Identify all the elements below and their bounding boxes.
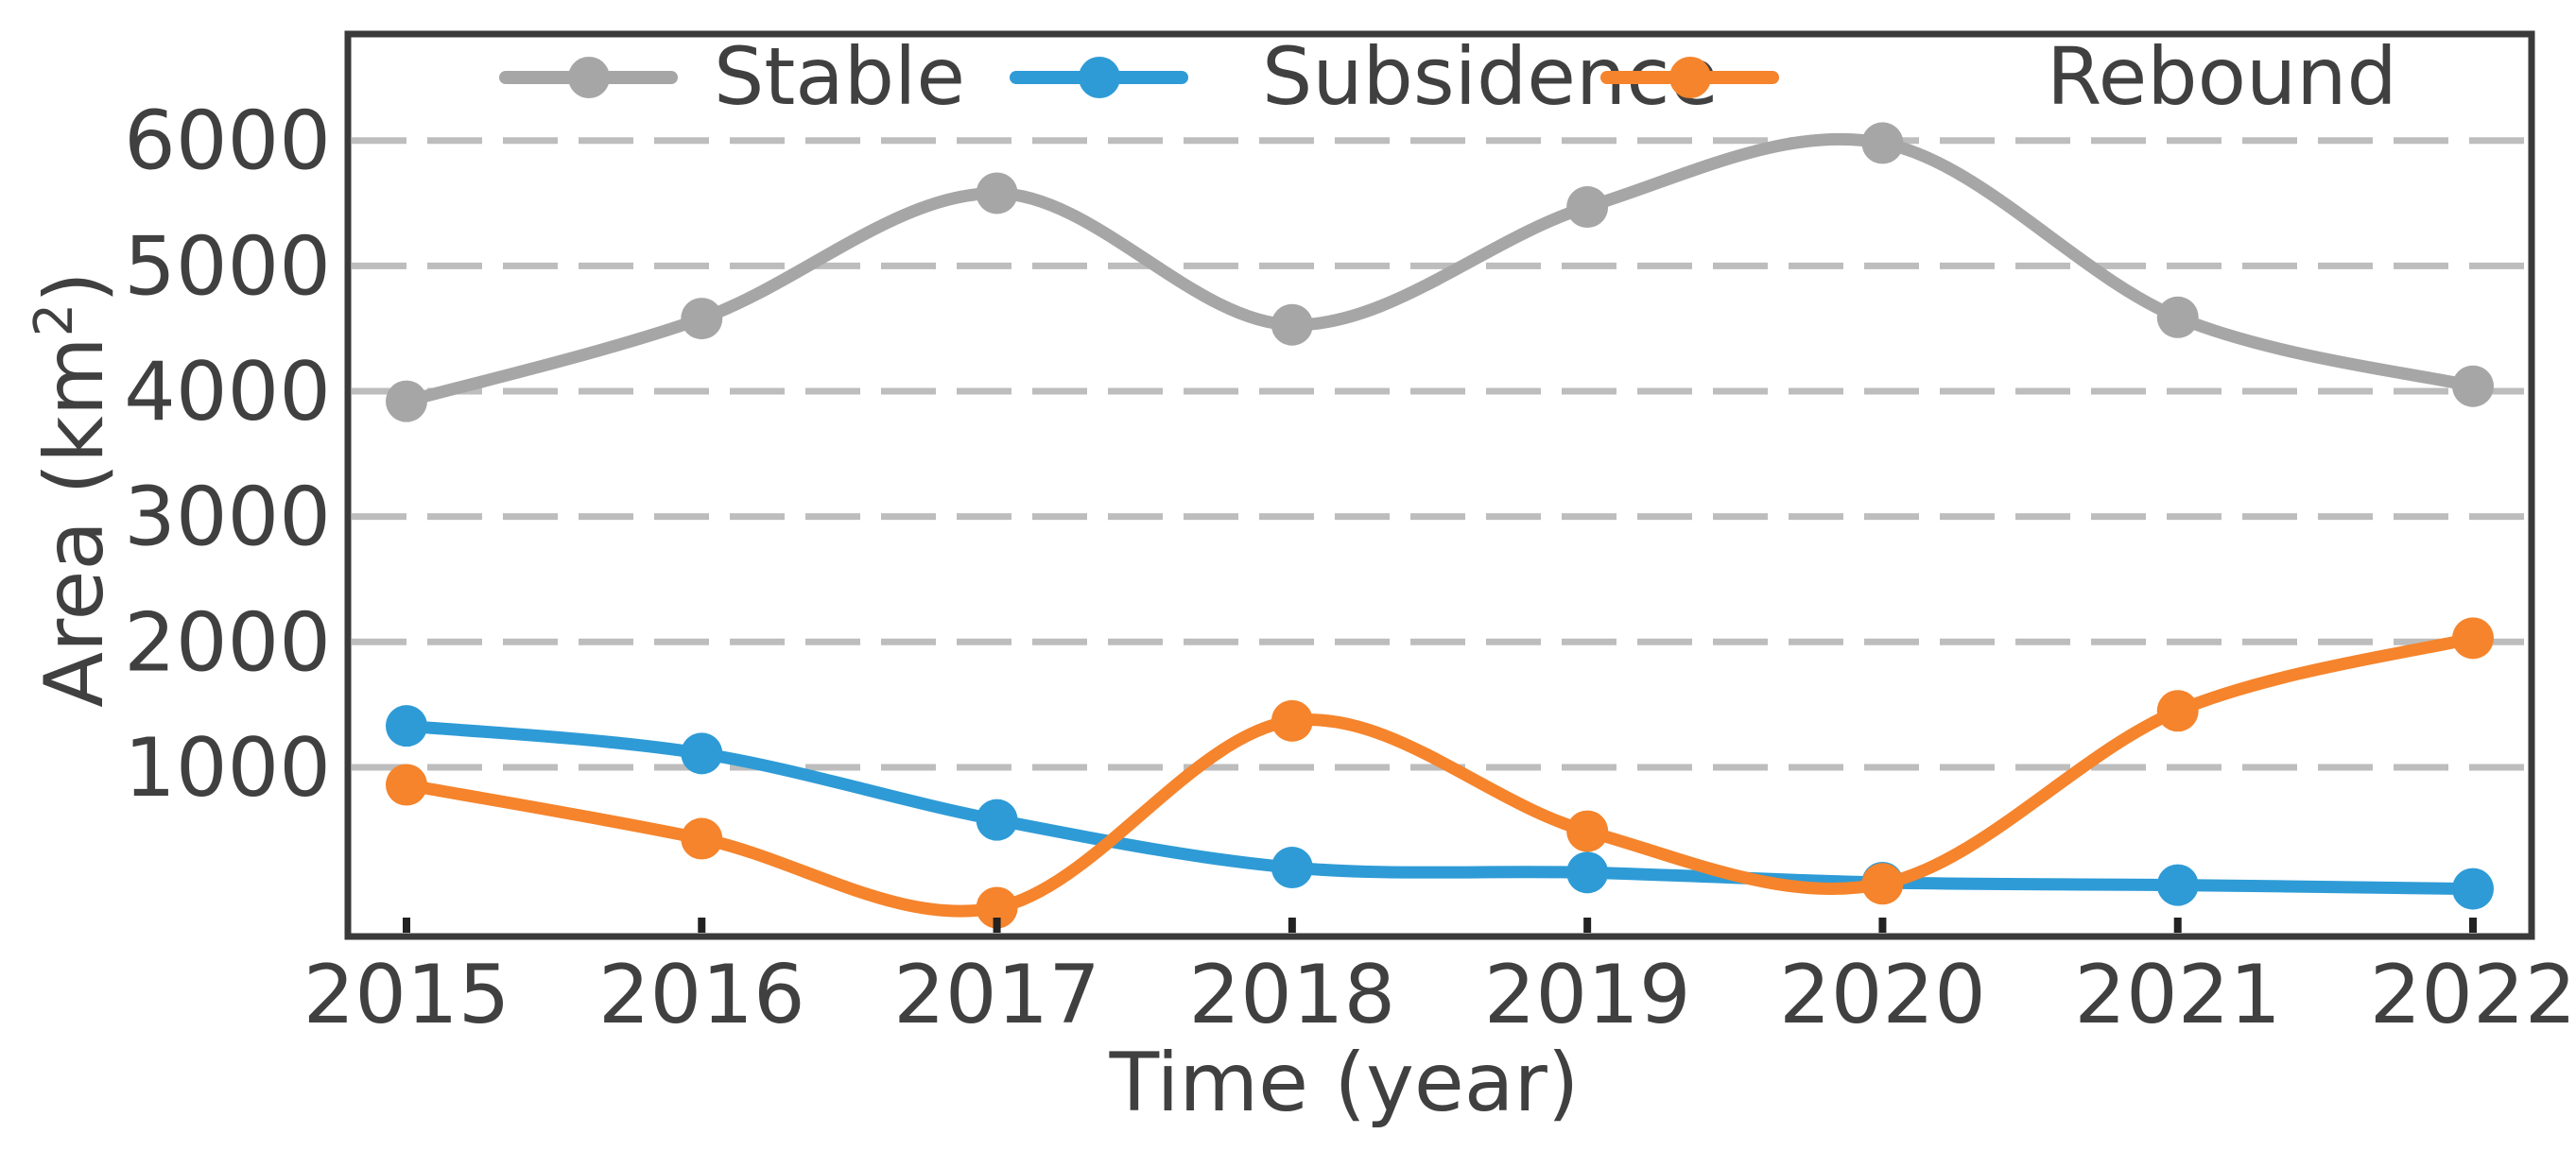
legend-marker-rebound	[1669, 57, 1711, 98]
x-axis-ticks: 2015 2016 2017 2018 2019 2020 2021 2022	[303, 918, 2576, 1042]
x-tick-label-2015: 2015	[303, 948, 510, 1042]
x-tick-label-2021: 2021	[2074, 948, 2281, 1042]
plot-frame	[344, 30, 2535, 940]
point-rebound-2017	[976, 886, 1018, 929]
y-axis-title: Area (km2)	[24, 271, 122, 708]
legend-item-rebound: Rebound	[1600, 30, 2397, 123]
y-axis-ticks: 1000 2000 3000 4000 5000 6000	[124, 94, 331, 816]
series-layer	[386, 122, 2494, 929]
y-tick-label-1000: 1000	[124, 721, 331, 816]
series-line-rebound	[400, 631, 2480, 918]
point-rebound-2021	[2156, 690, 2199, 732]
x-tick-label-2016: 2016	[598, 948, 805, 1042]
y-axis-title-superscript: 2	[24, 303, 85, 337]
point-stable-2021	[2156, 296, 2199, 338]
legend-marker-stable	[568, 57, 610, 98]
point-stable-2017	[976, 172, 1018, 215]
y-tick-label-4000: 4000	[124, 345, 331, 439]
point-subsidence-2019	[1566, 851, 1609, 894]
series-line-subsidence	[400, 719, 2480, 896]
point-rebound-2015	[386, 764, 427, 806]
y-tick-label-5000: 5000	[124, 219, 331, 314]
point-subsidence-2018	[1271, 847, 1313, 889]
x-tick-label-2020: 2020	[1779, 948, 1986, 1042]
point-rebound-2019	[1566, 810, 1609, 852]
point-subsidence-2022	[2452, 868, 2494, 910]
legend-label-stable: Stable	[714, 30, 965, 123]
point-stable-2018	[1271, 303, 1313, 346]
y-tick-label-3000: 3000	[124, 471, 331, 565]
point-stable-2016	[681, 298, 723, 340]
point-subsidence-2021	[2156, 864, 2199, 906]
series-stable	[386, 122, 2494, 422]
x-tick-label-2018: 2018	[1188, 948, 1395, 1042]
series-subsidence	[386, 705, 2494, 910]
point-stable-2015	[386, 380, 427, 422]
point-subsidence-2016	[681, 732, 723, 775]
point-stable-2019	[1566, 186, 1609, 229]
x-axis-title: Time (year)	[1109, 1036, 1580, 1130]
point-subsidence-2015	[386, 705, 427, 747]
point-rebound-2022	[2452, 617, 2494, 660]
legend-marker-subsidence	[1079, 57, 1120, 98]
legend-item-stable: Stable	[499, 30, 965, 123]
point-rebound-2020	[1861, 863, 1904, 905]
y-axis-title-suffix: )	[27, 271, 122, 303]
point-rebound-2018	[1271, 699, 1313, 742]
gridlines	[352, 137, 2528, 771]
x-tick-label-2019: 2019	[1484, 948, 1691, 1042]
x-tick-label-2017: 2017	[893, 948, 1100, 1042]
x-tick-label-2022: 2022	[2370, 948, 2576, 1042]
point-rebound-2016	[681, 817, 723, 860]
y-tick-label-6000: 6000	[124, 94, 331, 189]
series-line-stable	[400, 132, 2480, 408]
y-axis-title-main: Area (km	[27, 336, 122, 707]
point-stable-2020	[1861, 122, 1904, 164]
y-tick-label-2000: 2000	[124, 595, 331, 690]
point-stable-2022	[2452, 365, 2494, 407]
point-subsidence-2017	[976, 799, 1018, 841]
legend-label-rebound: Rebound	[2047, 30, 2397, 123]
series-rebound	[386, 617, 2494, 929]
legend: Stable Subsidence Rebound	[499, 30, 2397, 123]
